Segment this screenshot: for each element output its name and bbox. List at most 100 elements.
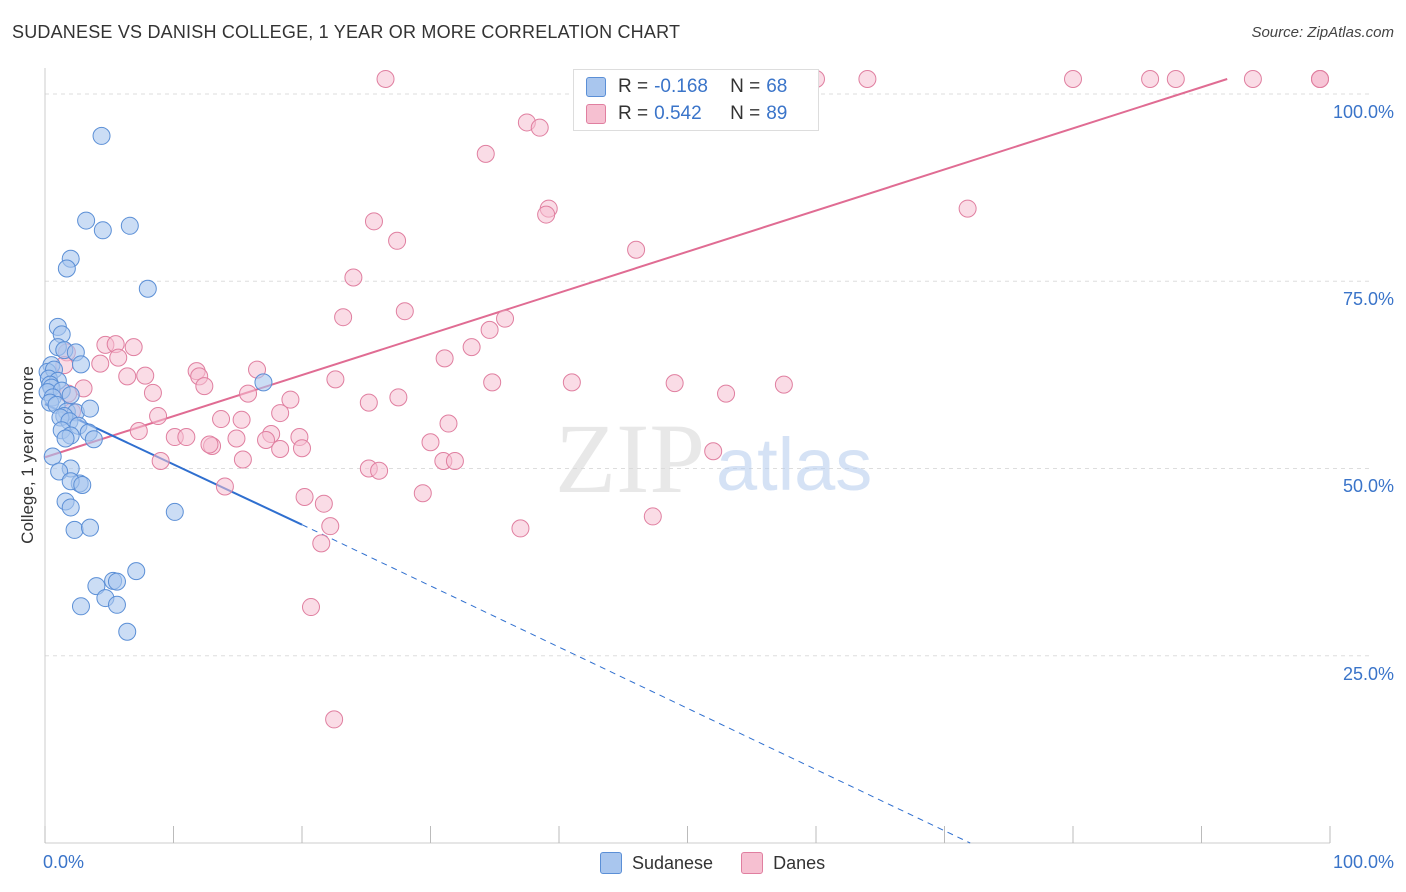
- danes-point: [239, 384, 258, 403]
- legend-label-sudanese: Sudanese: [632, 852, 714, 873]
- n-value: 89: [766, 103, 788, 124]
- r-value: 0.542: [654, 103, 702, 124]
- danes-point: [325, 710, 344, 729]
- danes-point: [295, 487, 314, 506]
- danes-point: [413, 484, 432, 503]
- danes-point: [118, 367, 137, 386]
- danes-point: [124, 338, 143, 357]
- sudanese-point: [84, 430, 103, 449]
- watermark-atlas: atlas: [716, 423, 872, 506]
- sudanese-point: [77, 211, 96, 230]
- sudanese-swatch: [600, 852, 622, 874]
- danes-point: [704, 442, 723, 461]
- sudanese-point: [50, 462, 69, 481]
- sudanese-point: [127, 562, 146, 581]
- danes-point: [293, 439, 311, 458]
- danes-point: [301, 598, 320, 617]
- danes-point: [389, 388, 408, 407]
- danes-point: [376, 70, 395, 88]
- danes-point: [257, 431, 276, 450]
- danes-point: [462, 338, 481, 357]
- y-tick-label: 50.0%: [1342, 476, 1394, 497]
- legend-item-sudanese[interactable]: Sudanese: [600, 852, 713, 874]
- danes-point: [129, 422, 148, 441]
- danes-point: [439, 414, 458, 433]
- sudanese-point: [138, 279, 157, 298]
- danes-point: [476, 144, 495, 163]
- n-label: N =: [730, 76, 761, 97]
- sudanese-point: [80, 518, 99, 537]
- n-label: N =: [730, 103, 761, 124]
- danes-point: [395, 302, 414, 321]
- r-label: R =: [618, 76, 649, 97]
- sudanese-point: [165, 502, 184, 521]
- sudanese-point: [73, 475, 92, 494]
- danes-point: [388, 231, 407, 250]
- danes-point: [227, 429, 246, 448]
- danes-point: [271, 440, 290, 459]
- danes-point: [109, 348, 128, 367]
- r-label: R =: [618, 103, 649, 124]
- danes-point: [326, 370, 345, 389]
- danes-swatch: [741, 852, 764, 874]
- danes-point: [233, 450, 252, 469]
- danes-point: [364, 212, 383, 231]
- n-value: 68: [766, 76, 788, 97]
- danes-point: [149, 407, 168, 426]
- danes-point: [1243, 70, 1262, 88]
- sudanese-point: [43, 447, 62, 466]
- danes-point: [232, 410, 251, 429]
- sudanese-point: [118, 622, 137, 641]
- danes-point: [370, 461, 389, 480]
- x-tick-label: 100.0%: [1332, 852, 1394, 872]
- sudanese-point: [254, 373, 273, 392]
- danes-point: [91, 354, 110, 373]
- chart-title: SUDANESE VS DANISH COLLEGE, 1 YEAR OR MO…: [12, 22, 681, 42]
- sudanese-point: [93, 221, 112, 240]
- danes-point: [445, 452, 464, 470]
- legend-item-danes[interactable]: Danes: [741, 852, 825, 874]
- danes-point: [483, 373, 502, 392]
- danes-point: [537, 205, 556, 224]
- danes-point: [627, 240, 646, 259]
- legend-row-danes: R = 0.542 N = 89: [586, 102, 787, 126]
- danes-point: [359, 393, 378, 412]
- danes-point: [215, 477, 234, 496]
- danes-point: [480, 320, 499, 339]
- danes-point: [665, 374, 684, 393]
- sudanese-point: [80, 399, 99, 418]
- danes-points: [55, 70, 1329, 729]
- sudanese-point: [71, 355, 90, 374]
- sudanese-point: [107, 595, 126, 614]
- danes-point: [643, 507, 662, 526]
- sudanese-points: [38, 126, 273, 641]
- sudanese-point: [61, 498, 80, 517]
- danes-point: [858, 70, 877, 88]
- danes-point: [1166, 70, 1185, 88]
- sudanese-swatch: [586, 77, 606, 97]
- y-tick-label: 100.0%: [1332, 101, 1394, 122]
- sudanese-point: [120, 216, 139, 235]
- watermark-zip: ZIP: [555, 403, 705, 514]
- danes-point: [421, 433, 440, 452]
- sudanese-point: [57, 259, 76, 278]
- sudanese-trend-extension: [301, 524, 971, 844]
- danes-point: [151, 452, 170, 470]
- danes-trend-line: [44, 78, 1228, 459]
- sudanese-point: [87, 577, 106, 596]
- danes-point: [958, 199, 977, 218]
- danes-point: [435, 349, 454, 368]
- danes-point: [321, 517, 340, 536]
- y-axis-label: College, 1 year or more: [18, 366, 37, 544]
- y-tick-label: 75.0%: [1342, 289, 1394, 310]
- danes-point: [200, 435, 219, 454]
- danes-point: [496, 309, 515, 328]
- danes-point: [212, 410, 231, 429]
- danes-point: [1311, 70, 1329, 88]
- sudanese-point: [56, 429, 75, 448]
- danes-swatch: [586, 104, 606, 124]
- danes-point: [314, 494, 333, 513]
- danes-point: [271, 404, 290, 423]
- stats-legend: R = -0.168 N = 68 R = 0.542 N = 89: [573, 69, 819, 131]
